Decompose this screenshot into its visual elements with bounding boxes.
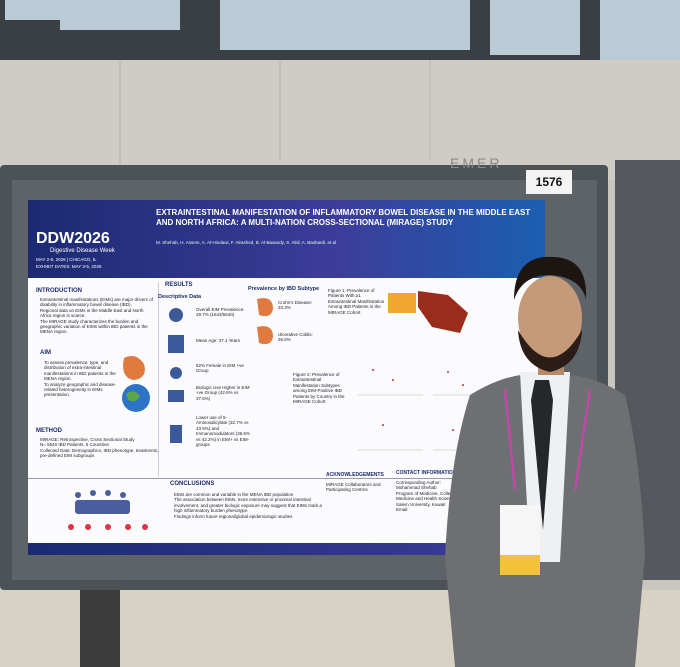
text: Collected Data: Demographics, IBD phenot… [40, 448, 160, 459]
map [388, 291, 468, 333]
text: To analyze geographic and disease-relate… [44, 382, 119, 398]
intestine-icons [257, 298, 273, 345]
text: Program of Medicine, College of Medicine… [396, 490, 463, 507]
figure-caption: Figure 1: Prevalence of Patients With ≥1… [328, 288, 385, 315]
section-heading: RESULTS [165, 282, 193, 288]
text: Corresponding Author: Mohammad Shehab [396, 480, 442, 491]
logo-dates: MAY 2-5, 2026 | CHICAGO, IL [36, 257, 97, 262]
text: Regional data on EIMs in the Middle East… [40, 308, 155, 319]
exhibit-dates: EXHIBIT DATES: MAY 3-5, 2026 [36, 264, 102, 269]
stat: Biologic Use Higher in EIM +ve Group (42… [196, 385, 250, 401]
logo-tagline: Digestive Disease Week [50, 248, 115, 254]
booth-number: 1576 [535, 175, 563, 189]
stat: 52% Female in EIM +ve Group [196, 363, 244, 374]
text: MIRAGE: Retrospective, Cross Sectional S… [40, 437, 160, 442]
text: MIRAGE Collaborators and Participating C… [326, 482, 381, 493]
figure-caption: Figure 2: Prevalence of Extraintestinal … [293, 372, 345, 404]
section-heading: INTRODUCTION [36, 288, 82, 294]
text: Email: [396, 506, 409, 512]
stat: Ulcerative Colitis: 26.8% [278, 332, 313, 343]
logo: DDW2026 [36, 230, 110, 247]
text: The MIRAGE study characterizes the burde… [40, 319, 155, 335]
text: To assess prevalence, type, and distribu… [44, 360, 119, 382]
results-icons [168, 308, 184, 443]
aim-icons [122, 356, 150, 412]
wall-sign: EMER [450, 155, 503, 171]
section-heading: AIM [40, 350, 51, 356]
authors: M. Shehab, H. Assem, A. Al-Hindawi, F. A… [156, 240, 336, 245]
section-heading: METHOD [36, 428, 62, 434]
people-icons [68, 490, 148, 530]
section-heading: CONTACT INFORMATION [396, 470, 457, 476]
text: EIMs are common and variable in the MENA… [174, 492, 324, 497]
text: N= 5540 IBD Patients, 6 Countries [40, 442, 160, 447]
stat: Lower use of 5-Aminosalicylate (32.7% vs… [196, 415, 251, 447]
section-heading: ACKNOWLEDGEMENTS [326, 472, 384, 478]
text: Extraintestinal manifestations (EIMs) ar… [40, 297, 155, 308]
text: Findings inform future regional/global e… [174, 514, 324, 519]
stat: Crohn's Disease: 33.3% [278, 300, 313, 311]
stat: Overall EIM Prevalence: 29.7% (1643/5540… [196, 307, 245, 318]
subheading: Descriptive Data [158, 294, 202, 300]
text: The association between EIMs, more exten… [174, 497, 324, 513]
subheading: Prevalence by IBD Subtype [248, 286, 320, 292]
poster-banner [28, 200, 545, 278]
poster-title: EXTRAINTESTINAL MANIFESTATION OF INFLAMM… [156, 208, 531, 227]
section-heading: CONCLUSIONS [170, 481, 215, 487]
stat: Mean Age: 37.1 Years [196, 338, 241, 343]
